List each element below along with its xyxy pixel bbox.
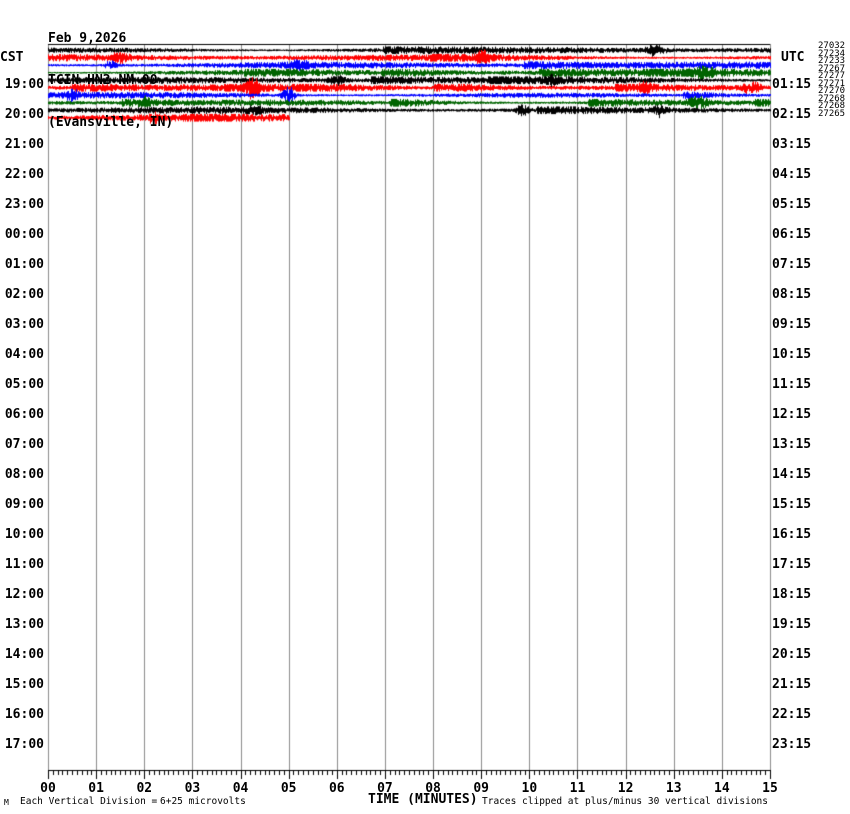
utc-hour-label: 07:15 bbox=[772, 257, 812, 272]
cst-timezone-label: CST bbox=[0, 50, 24, 65]
utc-hour-label: 22:15 bbox=[772, 707, 812, 722]
utc-hour-label: 16:15 bbox=[772, 527, 812, 542]
utc-hour-label: 05:15 bbox=[772, 197, 812, 212]
cst-hour-label: 08:00 bbox=[4, 467, 44, 482]
utc-hour-label: 14:15 bbox=[772, 467, 812, 482]
cst-hour-label: 23:00 bbox=[4, 197, 44, 212]
x-tick-label: 00 bbox=[40, 781, 56, 796]
utc-hour-label: 19:15 bbox=[772, 617, 812, 632]
time-axis-title: TIME (MINUTES) bbox=[368, 792, 478, 807]
x-tick-label: 07 bbox=[377, 781, 393, 796]
vertical-division-value: 6+25 microvolts bbox=[160, 796, 246, 807]
x-tick-label: 05 bbox=[280, 781, 297, 796]
x-tick-label: 10 bbox=[521, 781, 538, 796]
utc-hour-label: 12:15 bbox=[772, 407, 812, 422]
x-tick-label: 02 bbox=[136, 781, 153, 796]
cst-hour-label: 03:00 bbox=[4, 317, 44, 332]
utc-hour-label: 04:15 bbox=[772, 167, 812, 182]
x-tick-label: 09 bbox=[473, 781, 490, 796]
cst-hour-label: 19:00 bbox=[4, 77, 44, 92]
cst-hour-label: 05:00 bbox=[4, 377, 44, 392]
cst-hour-label: 01:00 bbox=[4, 257, 44, 272]
amplitude-value: 27267 bbox=[818, 63, 846, 74]
vertical-division-label: Each Vertical Division = bbox=[20, 796, 158, 807]
amplitude-value: 27234 bbox=[818, 48, 846, 59]
x-tick-label: 15 bbox=[762, 781, 778, 796]
x-tick-label: 01 bbox=[88, 781, 104, 796]
amplitude-value: 27270 bbox=[818, 86, 846, 96]
utc-hour-label: 02:15 bbox=[772, 107, 812, 122]
amplitude-value: 27268 bbox=[818, 101, 846, 111]
cst-hour-label: 13:00 bbox=[4, 617, 44, 632]
clip-note: Traces clipped at plus/minus 30 vertical… bbox=[482, 796, 768, 807]
cst-hour-label: 10:00 bbox=[4, 527, 44, 542]
x-tick-label: 14 bbox=[714, 781, 730, 796]
amplitude-value: 27032 bbox=[818, 41, 846, 51]
utc-hour-label: 06:15 bbox=[772, 227, 812, 242]
utc-hour-label: 11:15 bbox=[772, 377, 812, 392]
plot-date: Feb 9,2026 bbox=[48, 31, 127, 46]
cst-hour-label: 22:00 bbox=[4, 167, 44, 182]
cst-hour-label: 07:00 bbox=[4, 437, 44, 452]
cst-hour-label: 06:00 bbox=[4, 407, 44, 422]
utc-timezone-label: UTC bbox=[781, 50, 805, 65]
utc-hour-label: 18:15 bbox=[772, 587, 812, 602]
cst-hour-label: 20:00 bbox=[4, 107, 44, 122]
x-tick-label: 12 bbox=[617, 781, 634, 796]
utc-hour-label: 17:15 bbox=[772, 557, 812, 572]
cst-hour-label: 14:00 bbox=[4, 647, 44, 662]
amplitude-value: 27271 bbox=[818, 78, 846, 89]
amplitude-value: 27265 bbox=[818, 108, 846, 119]
cst-hour-label: 17:00 bbox=[4, 737, 44, 752]
x-tick-label: 04 bbox=[232, 781, 249, 796]
x-tick-label: 08 bbox=[425, 781, 441, 796]
station-location: (Evansville, IN) bbox=[48, 115, 174, 130]
utc-hour-label: 15:15 bbox=[772, 497, 812, 512]
utc-hour-label: 13:15 bbox=[772, 437, 812, 452]
cst-hour-label: 02:00 bbox=[4, 287, 44, 302]
x-tick-label: 06 bbox=[328, 781, 345, 796]
amplitude-value: 27233 bbox=[818, 56, 846, 66]
x-tick-label: 03 bbox=[184, 781, 201, 796]
corner-mark: M bbox=[4, 798, 9, 807]
amplitude-value: 27268 bbox=[818, 93, 846, 104]
utc-hour-label: 03:15 bbox=[772, 137, 812, 152]
cst-hour-label: 15:00 bbox=[4, 677, 44, 692]
cst-hour-label: 16:00 bbox=[4, 707, 44, 722]
cst-hour-label: 09:00 bbox=[4, 497, 44, 512]
utc-hour-label: 09:15 bbox=[772, 317, 812, 332]
title-block: Feb 9,2026 TCIN HN2 NM 00 (Evansville, I… bbox=[48, 4, 173, 158]
utc-hour-label: 20:15 bbox=[772, 647, 812, 662]
station-code: TCIN HN2 NM 00 bbox=[48, 73, 158, 88]
utc-hour-label: 23:15 bbox=[772, 737, 812, 752]
utc-hour-label: 21:15 bbox=[772, 677, 812, 692]
cst-hour-label: 00:00 bbox=[4, 227, 44, 242]
utc-hour-label: 01:15 bbox=[772, 77, 812, 92]
cst-hour-label: 04:00 bbox=[4, 347, 44, 362]
cst-hour-label: 11:00 bbox=[4, 557, 44, 572]
x-tick-label: 11 bbox=[569, 781, 586, 796]
amplitude-value: 27277 bbox=[818, 71, 846, 81]
x-tick-label: 13 bbox=[665, 781, 682, 796]
utc-hour-label: 08:15 bbox=[772, 287, 812, 302]
cst-hour-label: 12:00 bbox=[4, 587, 44, 602]
utc-hour-label: 10:15 bbox=[772, 347, 812, 362]
cst-hour-label: 21:00 bbox=[4, 137, 44, 152]
